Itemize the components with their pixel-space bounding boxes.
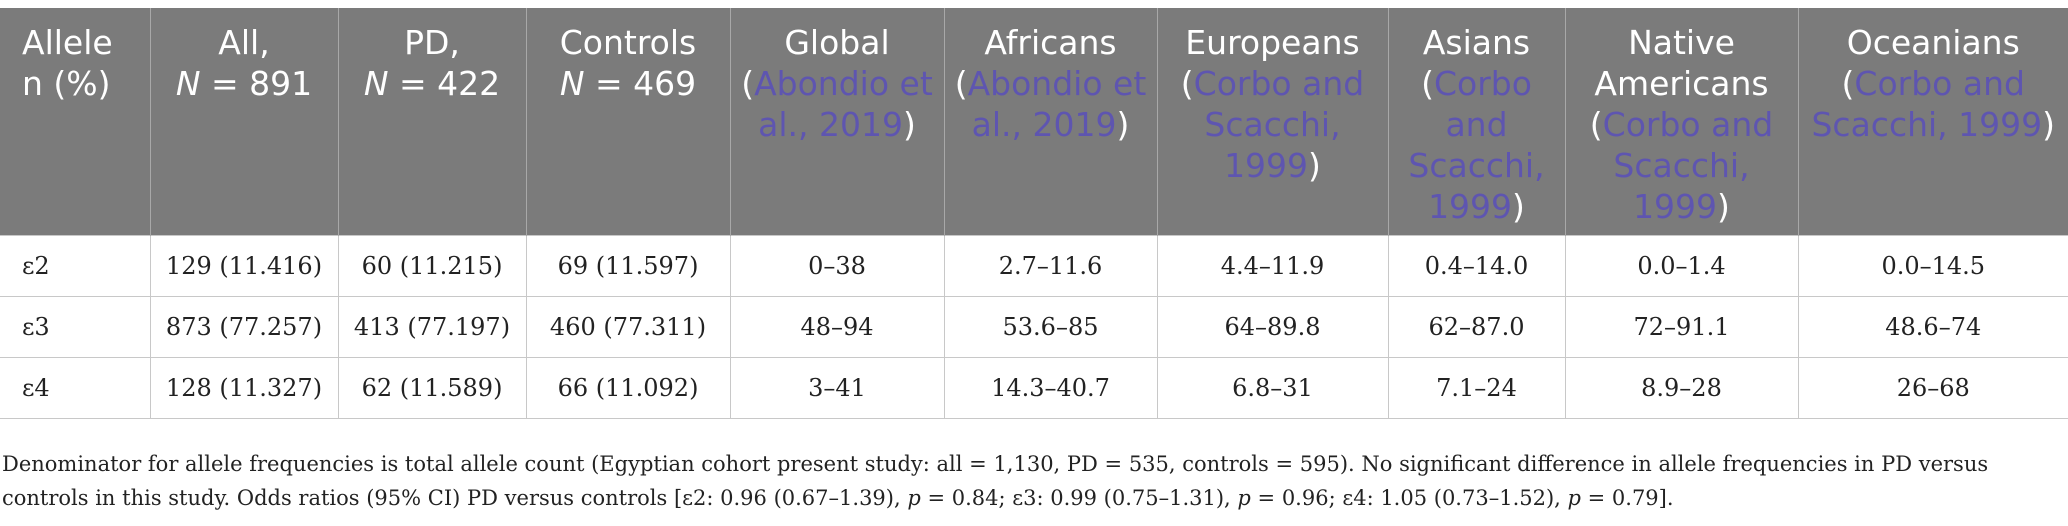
header-oceanians: Oceanians (Corbo and Scacchi, 1999) (1797, 8, 2068, 236)
header-allele-line1: Allele (22, 23, 113, 62)
footnote-p-symbol: p (907, 486, 921, 510)
table-cell: 69 (11.597) (525, 235, 731, 297)
header-global-label: Global (784, 23, 890, 62)
header-oceanians-label: Oceanians (1846, 23, 2020, 62)
header-all: All, N = 891 (149, 8, 338, 236)
header-controls-line1: Controls (559, 23, 697, 62)
table-cell: ε3 (0, 296, 151, 358)
header-pd: PD, N = 422 (337, 8, 526, 236)
table-cell: ε2 (0, 235, 151, 297)
header-asians: Asians (Corbo and Scacchi, 1999) (1387, 8, 1565, 236)
table-container: Allele n (%) All, N = 891 PD, N = 422 Co… (0, 8, 2068, 419)
table-cell: 64–89.8 (1156, 296, 1389, 358)
header-asians-label: Asians (1422, 23, 1531, 62)
table-row: ε3 873 (77.257) 413 (77.197) 460 (77.311… (0, 296, 2068, 358)
header-pd-n: N (363, 64, 389, 103)
header-pd-count: = 422 (388, 64, 501, 103)
reference-link[interactable]: Abondio et al., 2019 (754, 64, 933, 144)
header-allele-line2: n (%) (22, 64, 111, 103)
header-all-count: = 891 (200, 64, 313, 103)
table-cell: 0.0–14.5 (1797, 235, 2068, 297)
table-cell: 66 (11.092) (525, 357, 731, 419)
table-cell: 48–94 (729, 296, 945, 358)
header-africans-label: Africans (984, 23, 1117, 62)
table-cell: 8.9–28 (1564, 357, 1799, 419)
header-europeans: Europeans (Corbo and Scacchi, 1999) (1156, 8, 1388, 236)
table-cell: 2.7–11.6 (943, 235, 1158, 297)
table-cell: 0–38 (729, 235, 945, 297)
table-cell: 128 (11.327) (149, 357, 339, 419)
table-cell: 3–41 (729, 357, 945, 419)
table-cell: 14.3–40.7 (943, 357, 1158, 419)
table-cell: 6.8–31 (1156, 357, 1389, 419)
table-footnote: Denominator for allele frequencies is to… (2, 447, 2042, 515)
header-all-line1: All, (218, 23, 270, 62)
header-pd-line1: PD, (404, 23, 460, 62)
table-cell: 413 (77.197) (337, 296, 527, 358)
header-allele: Allele n (%) (0, 8, 150, 236)
header-controls-n: N (559, 64, 585, 103)
reference-link[interactable]: Corbo and Scacchi, 1999 (1602, 105, 1774, 226)
reference-link[interactable]: Corbo and Scacchi, 1999 (1811, 64, 2043, 144)
header-native-americans-label: Native Americans (1594, 23, 1769, 103)
header-native-americans: Native Americans (Corbo and Scacchi, 199… (1564, 8, 1798, 236)
footnote-line2-b: = 0.84; ε3: 0.99 (0.75–1.31), (920, 486, 1238, 510)
table-cell: 873 (77.257) (149, 296, 339, 358)
header-controls: Controls N = 469 (525, 8, 730, 236)
table-cell: ε4 (0, 357, 151, 419)
table-cell: 60 (11.215) (337, 235, 527, 297)
table-row: ε4 128 (11.327) 62 (11.589) 66 (11.092) … (0, 357, 2068, 419)
table-row: ε2 129 (11.416) 60 (11.215) 69 (11.597) … (0, 235, 2068, 297)
header-europeans-label: Europeans (1185, 23, 1360, 62)
table-cell: 0.0–1.4 (1564, 235, 1799, 297)
footnote-line2-c: = 0.96; ε4: 1.05 (0.73–1.52), (1250, 486, 1568, 510)
footnote-p-symbol: p (1237, 486, 1251, 510)
table-cell: 7.1–24 (1387, 357, 1566, 419)
table-cell: 53.6–85 (943, 296, 1158, 358)
table-cell: 62 (11.589) (337, 357, 527, 419)
allele-frequency-table: Allele n (%) All, N = 891 PD, N = 422 Co… (0, 8, 2068, 419)
table-cell: 460 (77.311) (525, 296, 731, 358)
footnote-line1: Denominator for allele frequencies is to… (2, 452, 1989, 476)
header-row: Allele n (%) All, N = 891 PD, N = 422 Co… (0, 8, 2068, 236)
footnote-line2-a: controls in this study. Odds ratios (95%… (2, 486, 908, 510)
header-global: Global (Abondio et al., 2019) (729, 8, 944, 236)
reference-link[interactable]: Abondio et al., 2019 (967, 64, 1147, 144)
header-all-n: N (175, 64, 201, 103)
header-africans: Africans (Abondio et al., 2019) (943, 8, 1157, 236)
table-cell: 62–87.0 (1387, 296, 1566, 358)
footnote-p-symbol: p (1567, 486, 1581, 510)
header-controls-count: = 469 (584, 64, 697, 103)
reference-link[interactable]: Corbo and Scacchi, 1999 (1193, 64, 1365, 185)
table-cell: 26–68 (1797, 357, 2068, 419)
table-cell: 48.6–74 (1797, 296, 2068, 358)
table-cell: 72–91.1 (1564, 296, 1799, 358)
footnote-line2-d: = 0.79]. (1580, 486, 1674, 510)
reference-link[interactable]: Corbo and Scacchi, 1999 (1408, 64, 1545, 226)
table-cell: 129 (11.416) (149, 235, 339, 297)
table-cell: 4.4–11.9 (1156, 235, 1389, 297)
table-cell: 0.4–14.0 (1387, 235, 1566, 297)
